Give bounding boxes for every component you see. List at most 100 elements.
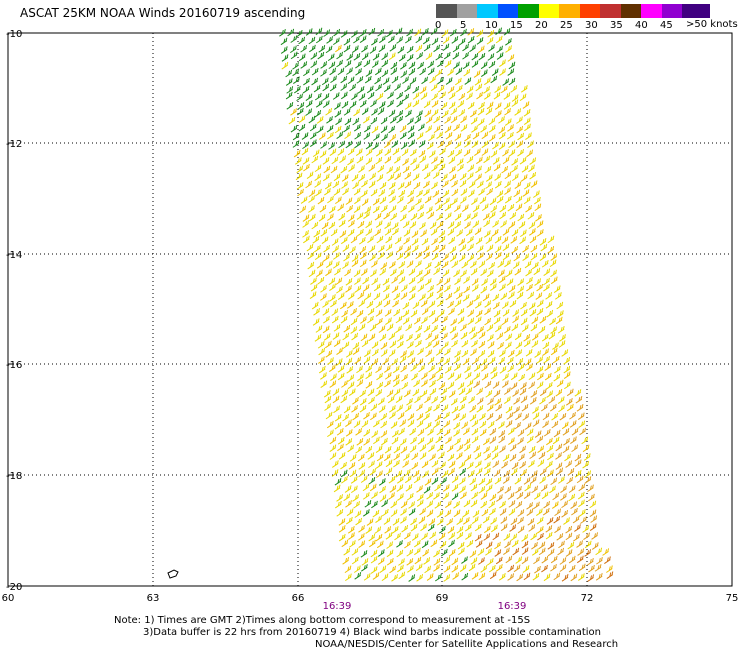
- wind-barb: [384, 372, 392, 380]
- wind-barb: [508, 61, 516, 70]
- wind-barb: [496, 195, 504, 204]
- wind-barb: [338, 140, 346, 149]
- wind-barb: [406, 45, 414, 54]
- wind-barb: [512, 547, 520, 556]
- wind-barb: [451, 484, 459, 492]
- wind-barb: [495, 110, 502, 118]
- wind-barb: [321, 77, 329, 86]
- wind-barb: [318, 132, 326, 140]
- wind-barb: [396, 549, 404, 558]
- wind-barb: [360, 268, 368, 276]
- wind-barb: [379, 333, 387, 342]
- wind-barb: [371, 341, 379, 349]
- wind-barb: [335, 358, 343, 366]
- wind-barb: [436, 220, 444, 229]
- wind-barb: [336, 347, 343, 355]
- wind-barb: [514, 421, 521, 430]
- wind-barb: [416, 189, 423, 198]
- wind-barb: [463, 444, 471, 452]
- wind-barb: [353, 565, 361, 573]
- wind-barb: [471, 212, 478, 220]
- wind-barb: [370, 549, 378, 558]
- wind-barb: [340, 91, 348, 100]
- wind-barb: [517, 525, 525, 534]
- wind-barb: [492, 141, 499, 150]
- wind-barb: [432, 190, 440, 198]
- wind-barb: [368, 27, 376, 36]
- wind-barb: [514, 181, 522, 190]
- wind-barb: [322, 254, 330, 262]
- wind-barb: [433, 564, 440, 572]
- wind-barb: [375, 533, 383, 542]
- wind-barb: [318, 356, 325, 364]
- wind-barb: [519, 236, 527, 245]
- wind-barb: [362, 284, 370, 292]
- wind-barb: [428, 150, 436, 158]
- wind-barb: [314, 334, 322, 342]
- wind-barb: [425, 349, 433, 358]
- wind-barb: [485, 541, 493, 550]
- wind-barb: [527, 212, 535, 220]
- wind-barb: [471, 284, 479, 292]
- wind-barb: [345, 573, 352, 582]
- wind-barb: [370, 412, 377, 421]
- wind-barb: [530, 252, 538, 261]
- wind-barb: [375, 309, 383, 317]
- wind-barb: [558, 404, 565, 413]
- wind-barb: [556, 533, 564, 541]
- wind-barb: [496, 190, 504, 198]
- wind-barb: [345, 516, 353, 525]
- wind-barb: [504, 195, 512, 204]
- wind-barb: [294, 157, 302, 165]
- wind-barb: [510, 533, 518, 542]
- wind-barb: [384, 379, 391, 388]
- wind-barb: [560, 485, 567, 493]
- wind-barb: [492, 220, 499, 228]
- wind-barb: [514, 267, 522, 276]
- wind-barb: [407, 413, 415, 421]
- wind-barb: [433, 420, 441, 429]
- wind-barb: [361, 339, 369, 348]
- wind-barb: [408, 508, 416, 516]
- wind-barb: [544, 372, 552, 381]
- wind-barb: [309, 291, 317, 299]
- wind-barb: [498, 421, 505, 429]
- wind-barb: [438, 230, 446, 238]
- wind-barb: [448, 156, 456, 165]
- wind-barb: [437, 357, 444, 365]
- wind-barb: [332, 92, 340, 100]
- wind-barb: [530, 470, 538, 478]
- wind-barb: [390, 212, 398, 221]
- wind-barb: [383, 453, 391, 462]
- wind-barb: [432, 340, 440, 348]
- wind-barb: [362, 509, 370, 517]
- wind-barb: [386, 323, 394, 332]
- wind-barb: [517, 278, 525, 286]
- wind-barb: [541, 333, 549, 342]
- wind-barb: [483, 525, 491, 534]
- wind-barb: [546, 460, 553, 469]
- wind-barb: [433, 267, 441, 276]
- wind-barb: [477, 252, 484, 260]
- wind-barb: [347, 381, 355, 390]
- wind-barb: [520, 174, 528, 182]
- wind-barb: [546, 309, 554, 318]
- wind-barb: [406, 28, 414, 37]
- wind-barb: [516, 573, 524, 582]
- wind-barb: [345, 500, 352, 508]
- wind-barb: [381, 133, 388, 142]
- wind-barb: [423, 486, 431, 494]
- wind-barb: [436, 427, 444, 436]
- wind-barb: [481, 140, 489, 149]
- wind-barb: [458, 109, 466, 117]
- wind-barb: [347, 444, 355, 453]
- wind-barb: [511, 461, 519, 470]
- scale-swatch: [518, 4, 539, 18]
- wind-barb: [303, 163, 310, 172]
- wind-barb: [361, 558, 369, 566]
- wind-barb: [499, 68, 506, 76]
- wind-barb: [356, 76, 364, 84]
- wind-barb: [418, 222, 426, 230]
- wind-barb: [353, 108, 361, 117]
- wind-barb: [499, 349, 506, 358]
